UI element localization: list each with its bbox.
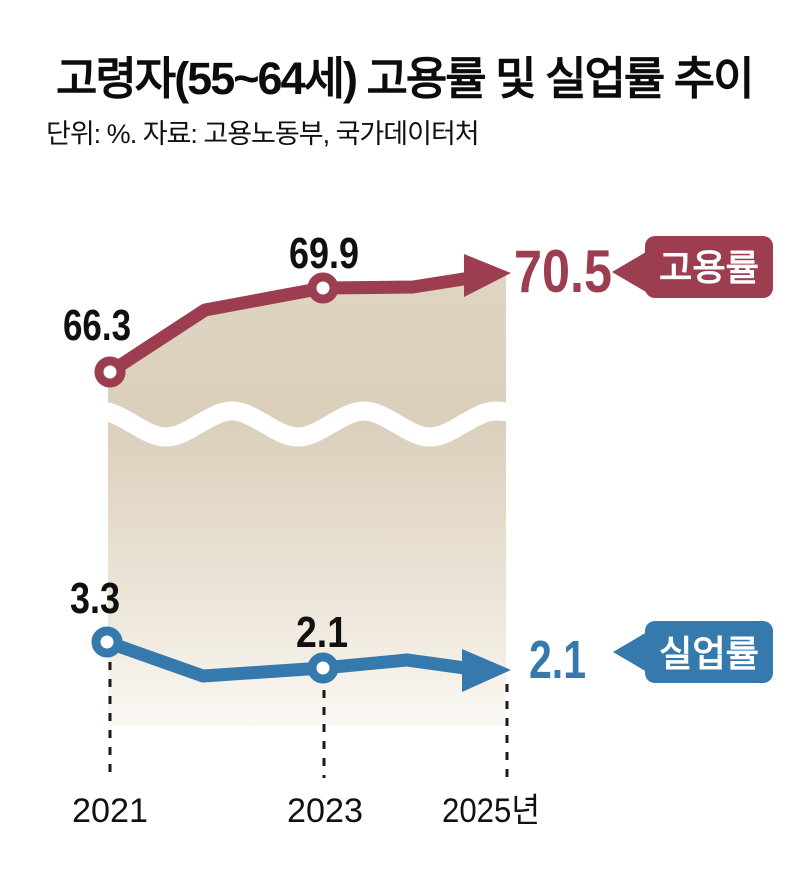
employment-arrow-icon <box>464 254 511 297</box>
unemployment-legend-label: 실업률 <box>659 633 759 674</box>
employment-legend-badge <box>645 236 773 298</box>
employment-latest-value: 70.5 <box>514 238 612 305</box>
x-tick-2025: 2025년 <box>442 792 540 830</box>
unemployment-point-2023 <box>307 652 339 684</box>
chart-title: 고령자(55~64세) 고용률 및 실업률 추이 <box>56 53 755 104</box>
x-tick-2021: 2021 <box>72 792 148 830</box>
chart-subtitle: 단위: %. 자료: 고용노동부, 국가데이터처 <box>46 119 480 149</box>
unemployment-point-2021 <box>91 626 123 658</box>
employment-point-2021 <box>94 356 126 388</box>
unemployment-value-2021: 3.3 <box>70 574 120 623</box>
x-tick-2023: 2023 <box>287 792 363 830</box>
unemployment-badge-pointer-icon <box>613 632 647 672</box>
employment-value-2021: 66.3 <box>63 301 131 350</box>
unemployment-value-2023: 2.1 <box>296 608 348 657</box>
employment-area-fill <box>108 274 506 726</box>
axis-break-wave <box>98 401 511 447</box>
unemployment-latest-value: 2.1 <box>529 630 586 690</box>
unemployment-legend-badge <box>645 621 773 683</box>
employment-badge-pointer-icon <box>612 252 646 292</box>
unemployment-arrow-icon <box>462 649 511 692</box>
employment-value-2023: 69.9 <box>289 229 359 278</box>
employment-legend-label: 고용률 <box>659 247 759 288</box>
employment-point-2023 <box>307 272 339 304</box>
